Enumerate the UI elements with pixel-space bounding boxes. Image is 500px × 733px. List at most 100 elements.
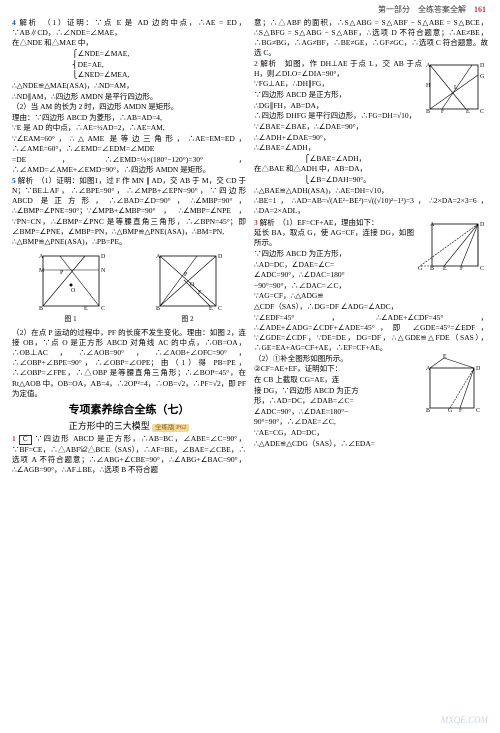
p4-l2: ∠NDE=∠MAE,: [78, 49, 130, 58]
q3-l7: ∵∠EDF=45°，∴∠ADE+∠CDF=45°，∴∠ADE+∠ADG=∠CDF…: [254, 313, 488, 354]
svg-text:C: C: [218, 306, 222, 312]
q2-l7: ∠BAE=∠ADH，: [310, 154, 366, 163]
p4-l1: 在△NDE 和△MAE 中，: [12, 38, 246, 48]
problem-4-num: 4: [12, 18, 16, 27]
q3-num: 3: [254, 218, 258, 227]
svg-text:D: D: [101, 254, 106, 260]
svg-text:F: F: [460, 266, 464, 272]
p5-l0: （1）证明：如图1，过 F 作 MN ∥ AD，交 AB 于 M，交 CD 于 …: [12, 176, 246, 236]
q2-l10: ∴△BAE≌△ADH(ASA)，∴AE=DH=√10，: [254, 186, 488, 196]
svg-text:G: G: [448, 408, 453, 414]
q2-l4: ∵∠BAE=∠BAE，∴∠DAE=90°，: [254, 122, 488, 132]
problem-4-label: 解析: [19, 18, 37, 27]
q2-l11: ∴BE=1，∴AD=AB=√(AE²−BE²)=√((√10)²−1²)=3，∴…: [254, 196, 488, 216]
svg-text:E: E: [443, 354, 447, 360]
svg-text:C: C: [480, 109, 484, 115]
svg-text:A: A: [156, 254, 161, 260]
svg-text:M: M: [39, 268, 45, 274]
svg-text:B: B: [426, 408, 430, 414]
q2-l6: ∴∠BAE=∠ADH，: [254, 143, 488, 153]
svg-text:B: B: [426, 109, 430, 115]
svg-text:C: C: [101, 306, 105, 312]
q3-l15: ∵AE=CG，AD=DC，: [254, 428, 488, 438]
left-column: 4 解析 （1）证明：∵点 E 是 AD 边的中点，∴AE = ED，∵AB∥C…: [12, 17, 246, 476]
q1-answer: C: [19, 435, 32, 445]
figure-q2-svg: A D B C L E H G F: [424, 59, 488, 117]
q1-text: ∵四边形 ABCD 是正方形，∴AB=BC，∠ABE=∠C=90°，∵BF=CE…: [12, 434, 246, 474]
problem-5-label: 解析: [18, 176, 33, 185]
svg-text:E: E: [443, 266, 447, 272]
svg-text:B: B: [156, 306, 160, 312]
svg-text:D: D: [480, 63, 485, 69]
svg-text:B: B: [430, 266, 434, 272]
svg-text:P: P: [184, 272, 188, 278]
figure-q3a-svg: A D B C G E F: [416, 218, 488, 274]
svg-text:D: D: [218, 254, 223, 260]
q1-cont: 意；∴△ABF 的面积，∴S△ABG = S△ABF − S△ABE = S△B…: [254, 18, 488, 59]
figure-1-svg: A D B C P O M N E: [35, 250, 107, 314]
page-number: 161: [474, 5, 486, 14]
p4-l8: 理由：∵四边形 ABCD 为菱形，∴AB=AD=4,: [12, 113, 246, 123]
q2-l5: ∴∠ADH+∠DAE=90°，: [254, 133, 488, 143]
figure-2-svg: AD BC PO FE: [152, 250, 224, 314]
p4-l5: ∴△NDE≌△MAE(ASA)，∴ND=AM，: [12, 81, 246, 91]
svg-text:E: E: [466, 109, 470, 115]
svg-text:E: E: [209, 306, 213, 312]
svg-text:P: P: [60, 270, 64, 276]
p4-l4: ∠NED=∠MEA,: [78, 70, 130, 79]
right-column: 意；∴△ABF 的面积，∴S△ABG = S△ABF − S△ABE = S△B…: [254, 17, 488, 476]
p4-l7: （2）当 AM 的长为 2 时，四边形 AMDN 是矩形。: [12, 102, 246, 112]
p5b: （2）在点 P 运动的过程中，PF 的长度不发生变化。理由：如图 2，连接 OB…: [12, 328, 246, 399]
special-subtitle: 正方形中的三大模型: [69, 421, 150, 431]
svg-text:E: E: [84, 306, 88, 312]
q3-l5: ∵AG=CF，∴△ADG≌: [254, 291, 488, 301]
fig1-label: 图 1: [35, 315, 107, 324]
p4-l6: ∴ND∥AM，∴四边形 AMDN 是平行四边形。: [12, 92, 246, 102]
p4-l3: DE=AE,: [78, 60, 104, 69]
page-tag: 全练版 P62: [152, 424, 189, 433]
figure-q3b-svg: A D B C E G F: [422, 354, 488, 416]
header-title: 全练答案全解: [418, 5, 466, 14]
p4-l9: ∵E 是 AD 的中点，∴AE=½AD=2，∴AE=AM,: [12, 123, 246, 133]
q2-text: 如图，作 DH⊥AE 于点 L，交 AB 于点 H，则∠DLO=∠DIA=90°…: [254, 59, 422, 78]
p5-l1: ∴△BMP≌△PNE(ASA)，∴PB=PE。: [12, 237, 246, 247]
svg-text:A: A: [426, 63, 431, 69]
q3-l16: ∴△ADE≌△CDG（SAS），∴∠EDA=: [254, 439, 488, 449]
svg-text:C: C: [480, 266, 484, 272]
svg-text:N: N: [101, 268, 106, 274]
svg-text:A: A: [39, 254, 44, 260]
header-part: 第一部分: [378, 5, 410, 14]
q2-l8: 在△BAE 和△ADH 中，AB=DA，: [254, 164, 488, 174]
svg-text:G: G: [418, 266, 423, 272]
svg-text:A: A: [426, 366, 431, 372]
svg-text:F: F: [459, 408, 463, 414]
q2-l9: ∠B=∠DAH=90°。: [310, 175, 371, 184]
q3-l6: △CDF（SAS），∴DG=DF ∠ADG=∠ADC，: [254, 302, 488, 312]
problem-5-num: 5: [12, 176, 16, 185]
svg-text:D: D: [480, 222, 485, 228]
svg-text:H: H: [426, 83, 431, 89]
svg-text:D: D: [476, 366, 481, 372]
svg-text:F: F: [441, 109, 445, 115]
figures-row: AD BC PO MN E 图 1 AD BC PO FE 图 2: [12, 250, 246, 324]
q3-l14: 90°=90°，∴∠DAE=∠C,: [254, 417, 488, 427]
svg-text:B: B: [39, 306, 43, 312]
p4-l10: ∵∠EAM=60°，∴△AME 是等边三角形，∴AE=EM=ED，∴∠AME=6…: [12, 134, 246, 154]
svg-text:L: L: [454, 85, 458, 91]
q2-num: 2: [254, 59, 258, 68]
fig2-label: 图 2: [152, 315, 224, 324]
special-title: 专项素养综合全练（七）: [12, 403, 246, 418]
svg-text:O: O: [71, 288, 76, 294]
watermark: MXQE.COM: [441, 714, 488, 727]
q3-label: 解析: [260, 218, 275, 227]
q3-l4: −90°=90°，∴∠DAC=∠C，: [254, 281, 488, 291]
p4-l11: =DE，∴∠EMD=½×(180°−120°)=30°，∴∠AMD=∠AME+∠…: [12, 155, 246, 175]
svg-text:O: O: [190, 282, 195, 288]
svg-text:G: G: [480, 74, 485, 80]
svg-text:A: A: [430, 222, 435, 228]
q1-num: 1: [12, 434, 16, 443]
q3-text: （1）EF=CF+AE，理由如下：: [282, 218, 378, 227]
p4-l0: （1）证明：∵点 E 是 AD 边的中点，∴AE = ED，∵AB∥CD，∴∠N…: [12, 18, 246, 37]
q2-label: 解析: [260, 59, 276, 68]
svg-text:C: C: [476, 408, 480, 414]
